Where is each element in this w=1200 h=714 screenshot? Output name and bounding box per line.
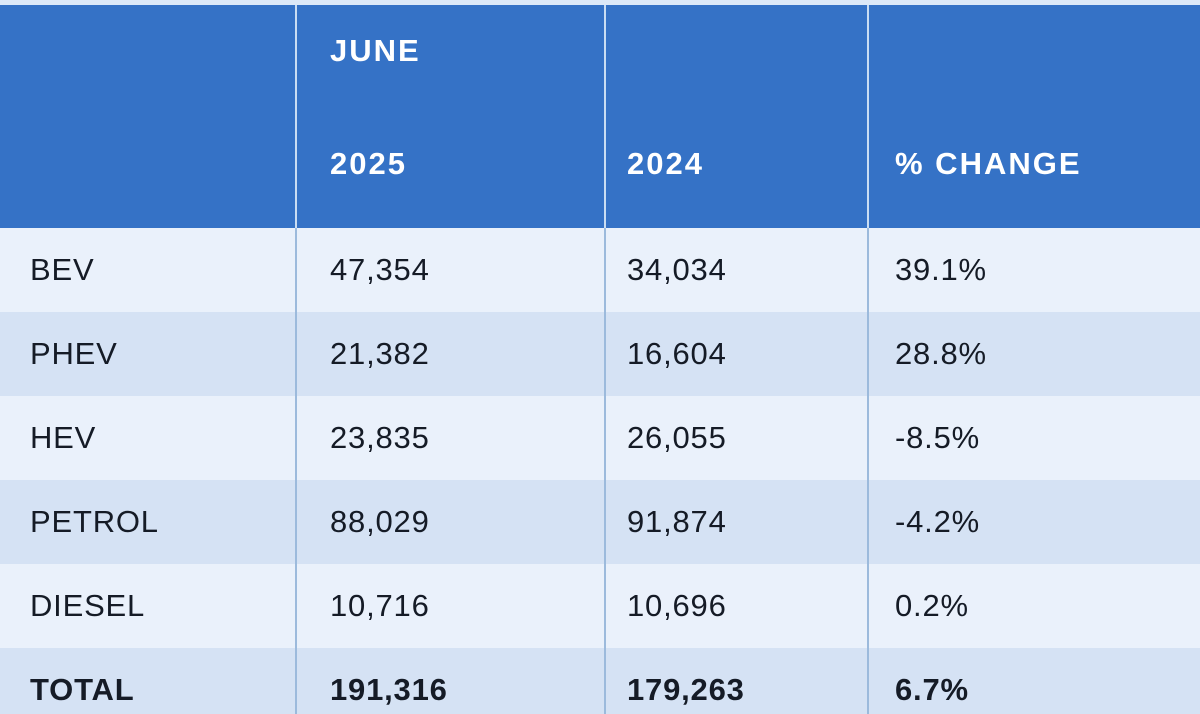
header-cell-empty bbox=[0, 5, 295, 228]
row-label: BEV bbox=[30, 252, 95, 287]
row-label: HEV bbox=[30, 420, 97, 455]
value-2024: 16,604 bbox=[604, 312, 867, 396]
header-cell-2025: JUNE 2025 bbox=[295, 5, 604, 228]
value-change: 28.8% bbox=[867, 312, 1200, 396]
header-month-label: JUNE bbox=[330, 33, 421, 68]
value-change: -8.5% bbox=[867, 396, 1200, 480]
table-row-hev: HEV 23,835 26,055 -8.5% bbox=[0, 396, 1200, 480]
table-row-diesel: DIESEL 10,716 10,696 0.2% bbox=[0, 564, 1200, 648]
header-cell-2024: 2024 bbox=[604, 5, 867, 228]
header-year-2024-label: 2024 bbox=[627, 146, 704, 181]
header-year-2025-label: 2025 bbox=[330, 146, 407, 181]
value-2025: 10,716 bbox=[295, 564, 604, 648]
value-2024: 10,696 bbox=[604, 564, 867, 648]
table-row-total: TOTAL 191,316 179,263 6.7% bbox=[0, 648, 1200, 714]
table-row-petrol: PETROL 88,029 91,874 -4.2% bbox=[0, 480, 1200, 564]
table-header-row: JUNE 2025 2024 % CHANGE bbox=[0, 5, 1200, 228]
value-change: 6.7% bbox=[867, 648, 1200, 714]
header-percent-change-label: % CHANGE bbox=[895, 146, 1082, 181]
value-2024: 34,034 bbox=[604, 228, 867, 312]
row-label: PHEV bbox=[30, 336, 118, 371]
row-label: TOTAL bbox=[30, 672, 135, 707]
table-row-bev: BEV 47,354 34,034 39.1% bbox=[0, 228, 1200, 312]
value-2024: 91,874 bbox=[604, 480, 867, 564]
value-2024: 26,055 bbox=[604, 396, 867, 480]
value-2025: 191,316 bbox=[295, 648, 604, 714]
value-2025: 88,029 bbox=[295, 480, 604, 564]
row-label: PETROL bbox=[30, 504, 159, 539]
value-2025: 21,382 bbox=[295, 312, 604, 396]
header-cell-percent-change: % CHANGE bbox=[867, 5, 1200, 228]
value-2025: 23,835 bbox=[295, 396, 604, 480]
value-change: 0.2% bbox=[867, 564, 1200, 648]
value-2024: 179,263 bbox=[604, 648, 867, 714]
row-label: DIESEL bbox=[30, 588, 146, 623]
value-change: -4.2% bbox=[867, 480, 1200, 564]
table-top-strip bbox=[0, 0, 1200, 5]
table-row-phev: PHEV 21,382 16,604 28.8% bbox=[0, 312, 1200, 396]
value-2025: 47,354 bbox=[295, 228, 604, 312]
value-change: 39.1% bbox=[867, 228, 1200, 312]
